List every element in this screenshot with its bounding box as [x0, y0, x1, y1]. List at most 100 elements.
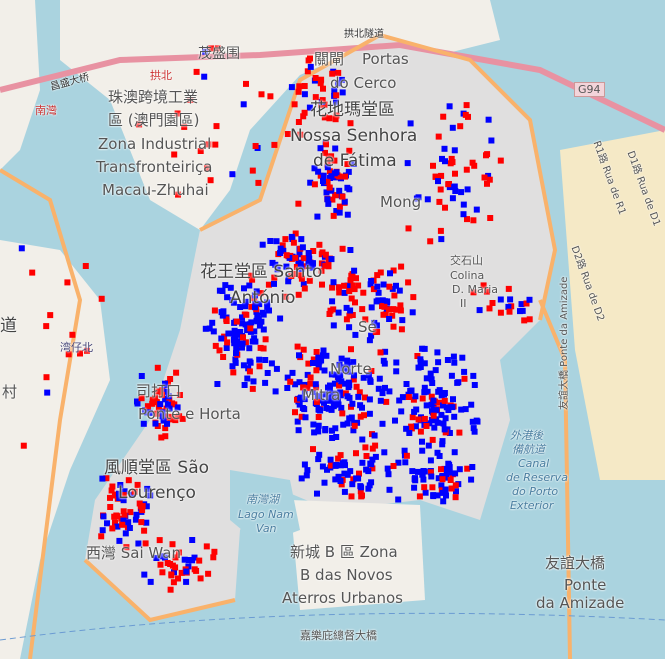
blue-marker — [301, 461, 308, 468]
blue-marker — [439, 438, 446, 445]
red-marker — [331, 157, 338, 164]
red-marker — [294, 343, 301, 350]
blue-marker — [298, 265, 305, 272]
blue-marker — [232, 335, 238, 342]
blue-marker — [371, 432, 378, 439]
red-marker — [211, 548, 218, 555]
red-marker — [175, 575, 181, 582]
blue-marker — [379, 420, 386, 427]
blue-marker — [438, 482, 445, 489]
label-fatima-pt2: de Fátima — [313, 151, 397, 171]
blue-marker — [343, 304, 350, 311]
red-marker — [405, 279, 412, 286]
red-marker — [344, 161, 351, 167]
blue-marker — [306, 104, 313, 111]
red-marker — [288, 273, 295, 279]
blue-marker — [382, 348, 389, 355]
red-marker — [258, 91, 265, 98]
red-marker — [360, 289, 367, 296]
red-marker — [313, 398, 320, 405]
blue-marker — [359, 459, 366, 466]
blue-marker — [296, 352, 302, 359]
blue-marker — [320, 178, 326, 184]
red-marker — [481, 174, 488, 181]
red-marker — [368, 368, 375, 374]
red-marker — [304, 384, 311, 391]
red-marker — [318, 102, 325, 109]
blue-marker — [115, 490, 122, 497]
blue-marker — [350, 359, 357, 366]
label-canal5: do Porto — [512, 485, 559, 498]
red-marker — [315, 414, 322, 420]
red-marker — [243, 80, 249, 87]
red-marker — [408, 423, 415, 430]
blue-marker — [301, 388, 308, 395]
red-marker — [205, 570, 212, 577]
blue-marker — [341, 380, 348, 387]
blue-marker — [237, 304, 244, 310]
red-marker — [295, 200, 302, 207]
blue-marker — [336, 361, 343, 368]
blue-marker — [239, 340, 246, 347]
red-marker — [447, 160, 454, 167]
blue-marker — [321, 367, 328, 374]
blue-marker — [439, 473, 446, 479]
blue-marker — [355, 393, 362, 400]
blue-marker — [288, 233, 295, 240]
label-lourenco-pt: Lourenço — [118, 483, 196, 503]
red-marker — [358, 493, 365, 500]
blue-marker — [252, 338, 259, 345]
blue-marker — [468, 476, 475, 483]
red-marker — [319, 281, 325, 288]
red-marker — [423, 423, 430, 429]
label-zone-pt3: Macau-Zhuhai — [102, 181, 209, 199]
red-marker — [409, 414, 416, 421]
blue-marker — [317, 397, 324, 404]
blue-marker — [441, 465, 448, 472]
blue-marker — [241, 382, 248, 388]
red-marker — [267, 93, 274, 100]
red-marker — [461, 375, 468, 382]
red-marker — [158, 434, 165, 441]
label-santo-zh: 花王堂區 Santo — [200, 262, 323, 282]
red-marker — [452, 494, 459, 501]
red-marker — [339, 193, 346, 200]
blue-marker — [242, 303, 249, 310]
red-marker — [456, 429, 463, 436]
red-marker — [223, 316, 230, 323]
red-marker — [526, 316, 533, 323]
blue-marker — [183, 578, 190, 585]
red-marker — [162, 413, 169, 420]
red-marker — [141, 527, 148, 534]
blue-marker — [254, 318, 261, 325]
blue-marker — [164, 420, 170, 427]
blue-marker — [210, 328, 217, 335]
blue-marker — [134, 398, 140, 405]
label-se: Sé — [358, 318, 377, 336]
red-marker — [153, 388, 160, 395]
blue-marker — [366, 410, 373, 417]
blue-marker — [100, 513, 107, 520]
blue-marker — [239, 314, 245, 321]
blue-marker — [351, 372, 357, 379]
blue-marker — [456, 466, 463, 473]
blue-marker — [341, 459, 348, 466]
blue-marker — [299, 244, 306, 251]
blue-marker — [401, 447, 408, 454]
red-marker — [298, 275, 305, 282]
blue-marker — [442, 158, 448, 165]
blue-marker — [227, 284, 234, 291]
blue-marker — [344, 211, 351, 218]
red-marker — [271, 274, 278, 281]
red-marker — [438, 466, 444, 473]
red-marker — [84, 347, 90, 354]
blue-marker — [162, 380, 168, 387]
red-marker — [139, 503, 146, 510]
blue-marker — [407, 387, 414, 394]
blue-marker — [399, 394, 406, 401]
blue-marker — [256, 356, 263, 363]
red-marker — [349, 312, 356, 318]
blue-marker — [273, 238, 280, 245]
red-marker — [361, 412, 367, 419]
